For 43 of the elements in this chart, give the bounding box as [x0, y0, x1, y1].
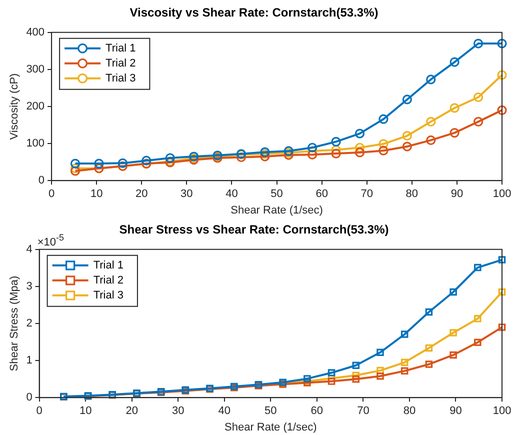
- legend-label: Trial 2: [93, 274, 124, 286]
- x-tick-label: 10: [90, 188, 103, 200]
- y-tick-label: 200: [26, 100, 45, 113]
- y-tick-label: 1: [26, 354, 32, 367]
- x-tick-label: 20: [136, 188, 148, 200]
- x-tick-label: 60: [310, 405, 324, 418]
- x-tick-label: 90: [450, 405, 462, 418]
- x-tick-label: 100: [492, 188, 512, 200]
- y-tick-label: 0: [38, 174, 45, 187]
- legend-label: Trial 1: [106, 42, 136, 54]
- y-tick-label: 0: [26, 392, 32, 404]
- y-tick-label: 300: [26, 63, 45, 76]
- legend-label: Trial 3: [106, 72, 136, 84]
- x-tick-label: 40: [218, 405, 231, 418]
- y-axis-title: Viscosity (cP): [8, 73, 21, 140]
- x-axis-title: Shear Rate (1/sec): [224, 421, 317, 434]
- y-tick-label: 3: [26, 280, 32, 292]
- x-tick-label: 80: [403, 405, 416, 418]
- x-tick-label: 70: [357, 405, 370, 418]
- x-tick-label: 30: [172, 405, 184, 418]
- legend-label: Trial 2: [106, 57, 136, 70]
- x-tick-label: 60: [316, 188, 328, 200]
- chart-title: Shear Stress vs Shear Rate: Cornstarch(53.3%): [119, 222, 389, 237]
- y-tick-label: 2: [26, 318, 32, 330]
- x-tick-label: 0: [48, 188, 55, 200]
- legend-label: Trial 1: [93, 259, 124, 272]
- x-tick-label: 50: [264, 405, 277, 418]
- x-tick-label: 40: [226, 188, 238, 200]
- legend-label: Trial 3: [93, 289, 124, 302]
- chart-title: Viscosity vs Shear Rate: Cornstarch(53.3%): [130, 6, 378, 20]
- y-tick-label: 400: [26, 26, 45, 38]
- y-axis-title: Shear Stress (Mpa): [8, 276, 21, 372]
- x-tick-label: 10: [79, 405, 92, 418]
- y-tick-label: 4: [26, 243, 32, 256]
- x-tick-label: 100: [492, 405, 512, 418]
- x-tick-label: 90: [450, 188, 464, 200]
- x-tick-label: 70: [360, 188, 373, 200]
- x-tick-label: 50: [270, 188, 283, 200]
- x-axis-title: Shear Rate (1/sec): [230, 204, 323, 216]
- x-tick-label: 30: [180, 188, 193, 200]
- y-tick-label: 100: [26, 138, 45, 150]
- x-tick-label: 20: [126, 405, 138, 418]
- x-tick-label: 80: [406, 188, 418, 200]
